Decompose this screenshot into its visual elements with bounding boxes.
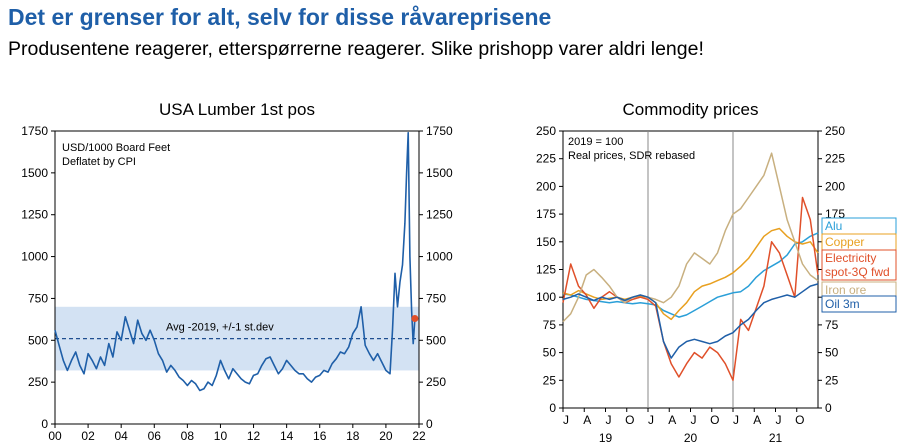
lumber-ytick-label-left: 1000 <box>21 250 48 264</box>
commodity-series-line <box>562 196 819 382</box>
lumber-ytick-label-right: 1250 <box>426 208 453 222</box>
commodity-ytick-label-right: 75 <box>825 318 839 332</box>
commodity-legend-label: spot-3Q fwd <box>825 265 890 279</box>
lumber-ytick-label-left: 500 <box>28 333 48 347</box>
commodity-xtick-label: J <box>606 413 612 427</box>
commodity-ytick-label-left: 200 <box>536 179 556 193</box>
commodity-ytick-label-right: 25 <box>825 373 839 387</box>
commodity-xtick-label: J <box>776 413 782 427</box>
lumber-xtick-label: 02 <box>81 429 95 443</box>
commodity-xtick-label: A <box>753 413 761 427</box>
lumber-ytick-label-right: 0 <box>426 417 433 431</box>
commodity-legend-label: Alu <box>825 219 842 233</box>
commodity-legend-box <box>821 295 897 313</box>
lumber-last-marker <box>411 315 419 323</box>
commodity-series-line <box>562 232 819 318</box>
commodity-year-label: 20 <box>684 431 698 445</box>
commodity-ytick-label-left: 75 <box>543 318 557 332</box>
page-subtitle: Produsentene reagerer, etterspørrerne re… <box>8 38 704 60</box>
commodity-legend-label: Iron ore <box>825 283 867 297</box>
lumber-price-line <box>54 131 416 392</box>
lumber-ytick-label-right: 1500 <box>426 166 453 180</box>
lumber-note-unit: USD/1000 Board Feet <box>62 142 170 154</box>
lumber-band-label: Avg -2019, +/-1 st.dev <box>166 322 274 334</box>
lumber-xtick-label: 08 <box>181 429 195 443</box>
commodity-legend-box <box>821 249 897 281</box>
commodity-ytick-label-left: 0 <box>549 401 556 415</box>
commodity-note-base: 2019 = 100 <box>568 136 623 148</box>
commodity-ytick-label-left: 175 <box>536 207 556 221</box>
lumber-xtick-label: 22 <box>412 429 426 443</box>
lumber-xtick-label: 20 <box>379 429 393 443</box>
lumber-xtick-label: 14 <box>280 429 294 443</box>
lumber-ytick-label-left: 250 <box>28 375 48 389</box>
lumber-xtick-label: 06 <box>148 429 162 443</box>
lumber-ytick-label-left: 750 <box>28 291 48 305</box>
lumber-ytick-label-right: 750 <box>426 291 446 305</box>
commodity-plot-frame <box>562 130 819 409</box>
lumber-xtick-label: 16 <box>313 429 327 443</box>
lumber-ytick-label-right: 250 <box>426 375 446 389</box>
commodity-ytick-label-right: 200 <box>825 179 845 193</box>
commodity-chart-title: Commodity prices <box>622 100 759 119</box>
commodity-ytick-label-left: 250 <box>536 124 556 138</box>
commodity-series-line <box>562 283 819 359</box>
lumber-xtick-label: 04 <box>115 429 129 443</box>
lumber-ytick-label-right: 1000 <box>426 250 453 264</box>
commodity-xtick-label: J <box>691 413 697 427</box>
commodity-xtick-label: A <box>583 413 591 427</box>
commodity-note-real: Real prices, SDR rebased <box>568 150 695 162</box>
lumber-xtick-label: 00 <box>48 429 62 443</box>
commodity-year-label: 21 <box>769 431 783 445</box>
commodity-ytick-label-right: 225 <box>825 152 845 166</box>
commodity-ytick-label-right: 250 <box>825 124 845 138</box>
lumber-chart-title: USA Lumber 1st pos <box>159 100 315 119</box>
lumber-ytick-label-right: 1750 <box>426 124 453 138</box>
lumber-ytick-label-left: 0 <box>41 417 48 431</box>
commodity-xtick-label: A <box>668 413 676 427</box>
commodity-ytick-label-right: 50 <box>825 346 839 360</box>
commodity-ytick-label-left: 50 <box>543 346 557 360</box>
commodity-legend-label: Copper <box>825 235 864 249</box>
commodity-series-line <box>562 227 819 321</box>
commodity-xtick-label: J <box>733 413 739 427</box>
lumber-xtick-label: 10 <box>214 429 228 443</box>
commodity-ytick-label-left: 150 <box>536 235 556 249</box>
lumber-ytick-label-left: 1750 <box>21 124 48 138</box>
lumber-xtick-label: 12 <box>247 429 261 443</box>
lumber-plot-frame <box>54 130 420 425</box>
commodity-ytick-label-right: 0 <box>825 401 832 415</box>
lumber-ytick-label-right: 500 <box>426 333 446 347</box>
commodity-ytick-label-left: 225 <box>536 152 556 166</box>
commodity-xtick-label: O <box>710 413 719 427</box>
commodity-xtick-label: J <box>563 413 569 427</box>
commodity-xtick-label: O <box>625 413 634 427</box>
commodity-xtick-label: J <box>648 413 654 427</box>
commodity-xtick-label: O <box>795 413 804 427</box>
commodity-ytick-label-left: 125 <box>536 263 556 277</box>
commodity-series-line <box>562 152 819 323</box>
commodity-legend-label: Electricity <box>825 251 876 265</box>
commodity-legend-label: Oil 3m <box>825 297 860 311</box>
lumber-note-deflated: Deflatet by CPI <box>62 156 136 168</box>
commodity-ytick-label-left: 100 <box>536 290 556 304</box>
lumber-ytick-label-left: 1500 <box>21 166 48 180</box>
commodity-year-label: 19 <box>599 431 613 445</box>
commodity-ytick-label-left: 25 <box>543 373 557 387</box>
lumber-ytick-label-left: 1250 <box>21 208 48 222</box>
lumber-xtick-label: 18 <box>346 429 360 443</box>
page-title: Det er grenser for alt, selv for disse r… <box>8 4 552 30</box>
